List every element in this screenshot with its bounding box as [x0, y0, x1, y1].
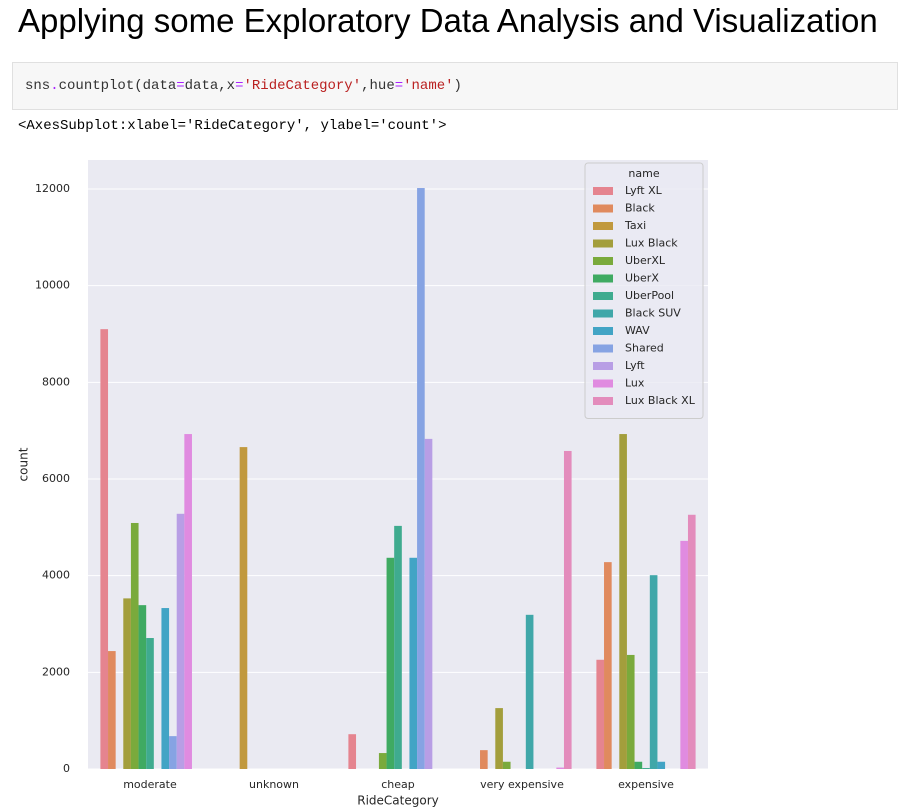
legend-swatch — [593, 222, 613, 230]
legend-swatch — [593, 204, 613, 213]
chart: 0 2000 4000 6000 8000 10000 12000 moderate unkno… — [17, 160, 708, 808]
code-token: data,x — [184, 78, 236, 94]
bar — [378, 753, 387, 769]
legend-swatch — [593, 362, 613, 370]
bar — [680, 540, 688, 769]
legend-label: WAV — [625, 324, 650, 337]
legend-label: Lux Black XL — [625, 394, 696, 407]
legend-label: UberX — [625, 272, 659, 285]
legend-swatch — [593, 379, 613, 388]
bar — [604, 562, 612, 769]
legend-swatch — [593, 274, 613, 283]
legend-label: Shared — [625, 342, 664, 355]
bar — [424, 438, 433, 769]
code-token: sns — [25, 78, 51, 94]
code-token: = — [394, 78, 404, 94]
x-tick-label: moderate — [123, 778, 177, 791]
legend-swatch — [593, 187, 613, 195]
code-token: 'RideCategory' — [243, 78, 362, 94]
bar — [409, 557, 418, 769]
bar — [138, 605, 147, 769]
bar — [619, 434, 627, 769]
bar — [386, 557, 395, 769]
legend-label: Black SUV — [625, 307, 681, 320]
y-tick-label: 12000 — [35, 182, 70, 195]
legend-swatch — [593, 344, 613, 353]
y-tick-label: 6000 — [42, 472, 70, 485]
code-token: ,hue — [361, 78, 395, 94]
bar — [123, 598, 131, 769]
bar — [169, 736, 177, 769]
legend-swatch — [593, 309, 613, 318]
bar — [130, 522, 139, 769]
code-token: countplot(data — [58, 78, 177, 94]
x-tick-label: expensive — [618, 778, 674, 791]
bar — [634, 761, 643, 769]
bar — [417, 188, 425, 770]
legend-swatch — [593, 239, 613, 248]
heading: Applying some Exploratory Data Analysis … — [18, 2, 878, 39]
bar — [176, 513, 185, 769]
bar — [626, 654, 635, 769]
x-tick-label: unknown — [249, 778, 299, 791]
y-tick-label: 10000 — [35, 279, 70, 292]
code-token: ) — [453, 78, 462, 94]
legend-swatch — [593, 257, 613, 265]
bar — [161, 608, 170, 769]
legend-box — [584, 162, 704, 419]
y-tick-label: 2000 — [42, 665, 70, 678]
legend-label: Black — [625, 202, 655, 215]
bar — [642, 768, 650, 769]
legend-label: Lyft — [625, 359, 645, 372]
x-tick-label: cheap — [381, 778, 415, 791]
bar — [146, 638, 154, 769]
bar — [657, 761, 666, 769]
bar — [394, 525, 402, 769]
bar — [184, 434, 192, 769]
code-token: 'name' — [403, 78, 454, 94]
y-tick-label: 8000 — [42, 375, 70, 388]
bar — [596, 659, 605, 769]
legend-label: Lux Black — [625, 237, 678, 250]
code-token: = — [235, 78, 244, 94]
code-token: . — [50, 78, 59, 94]
bar — [100, 329, 109, 769]
legend-label: UberXL — [625, 254, 666, 267]
legend-label: Taxi — [624, 219, 646, 232]
bar — [480, 750, 488, 769]
legend-title: name — [628, 167, 659, 180]
y-tick-label: 0 — [63, 762, 70, 775]
legend-label: Lyft XL — [625, 184, 663, 197]
x-axis-label: RideCategory — [357, 794, 439, 808]
bar — [525, 614, 534, 769]
legend-swatch — [593, 397, 613, 405]
y-tick-label: 4000 — [42, 569, 70, 582]
code-cell[interactable]: sns.countplot(data=data,x='RideCategory'… — [12, 62, 898, 110]
code: sns.countplot(data=data,x='RideCategory'… — [25, 78, 462, 94]
code-token: = — [176, 78, 185, 94]
legend-swatch — [593, 292, 613, 300]
bar — [687, 514, 696, 769]
x-tick-label: very expensive — [480, 778, 564, 791]
bar — [502, 761, 511, 769]
bar — [649, 575, 658, 769]
bar — [348, 734, 357, 769]
bar — [556, 767, 564, 769]
legend-label: UberPool — [625, 289, 674, 302]
cell-output: <AxesSubplot:xlabel='RideCategory', ylab… — [18, 118, 447, 134]
legend-label: Lux — [625, 377, 645, 390]
bar — [108, 651, 116, 769]
bar — [495, 708, 503, 769]
legend: name Lyft XL Black Taxi Lux Black UberXL UberX… — [584, 162, 704, 419]
bar — [239, 447, 248, 769]
legend-swatch — [593, 327, 613, 335]
y-axis-label: count — [17, 447, 31, 481]
bar — [563, 450, 572, 769]
